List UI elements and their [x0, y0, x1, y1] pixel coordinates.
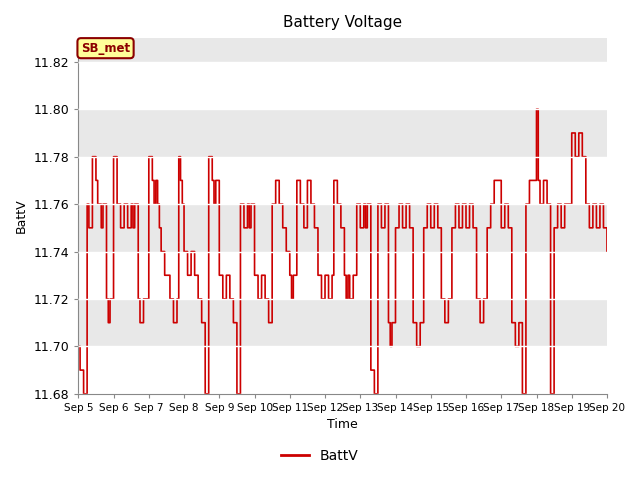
Legend: BattV: BattV [276, 443, 364, 468]
Text: SB_met: SB_met [81, 42, 130, 55]
Bar [78, 204, 607, 252]
Bar [78, 156, 607, 204]
Bar [78, 347, 607, 394]
Bar [78, 252, 607, 299]
Y-axis label: BattV: BattV [15, 199, 28, 233]
X-axis label: Time: Time [327, 419, 358, 432]
Bar [78, 109, 607, 156]
Bar [78, 62, 607, 109]
Title: Battery Voltage: Battery Voltage [283, 15, 402, 30]
Bar [78, 299, 607, 347]
Bar [78, 14, 607, 62]
